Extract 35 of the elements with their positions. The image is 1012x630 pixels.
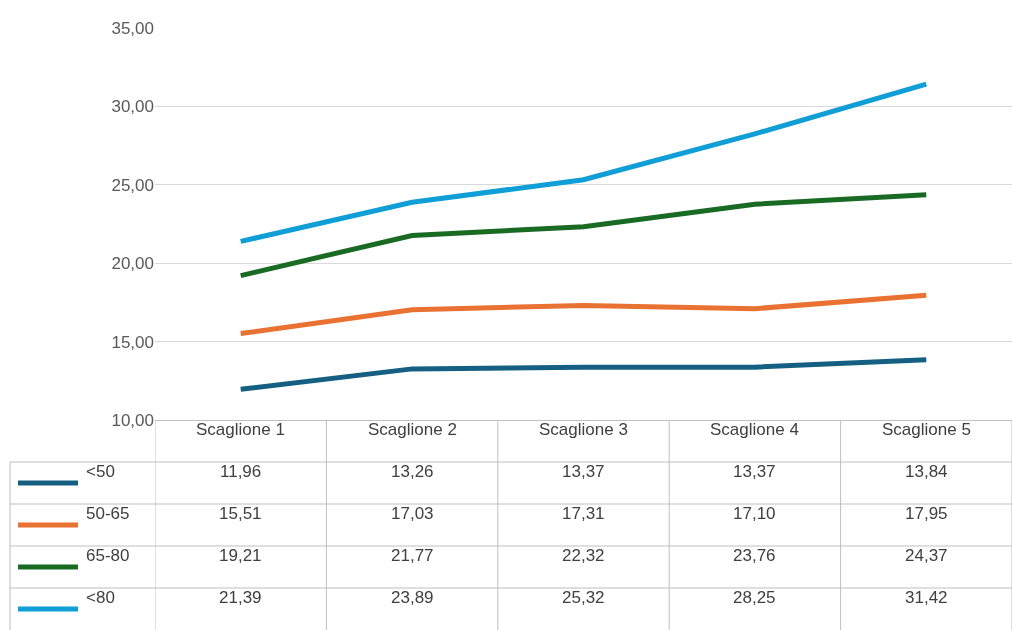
data-label: 13,37	[733, 462, 776, 481]
x-tick-label: Scaglione 4	[710, 420, 799, 439]
data-label: 23,89	[391, 588, 434, 607]
data-label: 21,77	[391, 546, 434, 565]
data-label: 21,39	[219, 588, 262, 607]
y-tick-label: 30,00	[111, 97, 154, 117]
legend-label: <80	[86, 588, 115, 607]
data-label: 31,42	[905, 588, 948, 607]
data-label: 24,37	[905, 546, 948, 565]
legend-label: 65-80	[86, 546, 130, 565]
data-label: 17,95	[905, 504, 948, 523]
data-label: 19,21	[219, 546, 262, 565]
data-label: 13,84	[905, 462, 948, 481]
legend-label: 50-65	[86, 504, 130, 523]
data-label: 13,37	[562, 462, 605, 481]
data-label: 23,76	[733, 546, 776, 565]
legend-label: <50	[86, 462, 115, 481]
data-label: 28,25	[733, 588, 776, 607]
x-tick-label: Scaglione 3	[539, 420, 628, 439]
data-label: 11,96	[220, 462, 262, 481]
x-tick-label: Scaglione 2	[368, 420, 457, 439]
data-label: 22,32	[562, 546, 605, 565]
data-label: 13,26	[391, 462, 434, 481]
x-tick-label: Scaglione 5	[882, 420, 971, 439]
x-tick-label: Scaglione 1	[196, 420, 285, 439]
y-tick-label: 10,00	[111, 410, 154, 430]
y-tick-label: 20,00	[111, 254, 154, 274]
y-tick-label: 25,00	[111, 175, 154, 195]
data-label: 17,31	[562, 504, 605, 523]
y-tick-label: 15,00	[111, 332, 154, 352]
y-tick-label: 35,00	[111, 18, 154, 38]
data-label: 17,10	[733, 504, 776, 523]
data-label: 25,32	[562, 588, 605, 607]
data-label: 15,51	[219, 504, 262, 523]
data-label: 17,03	[391, 504, 434, 523]
